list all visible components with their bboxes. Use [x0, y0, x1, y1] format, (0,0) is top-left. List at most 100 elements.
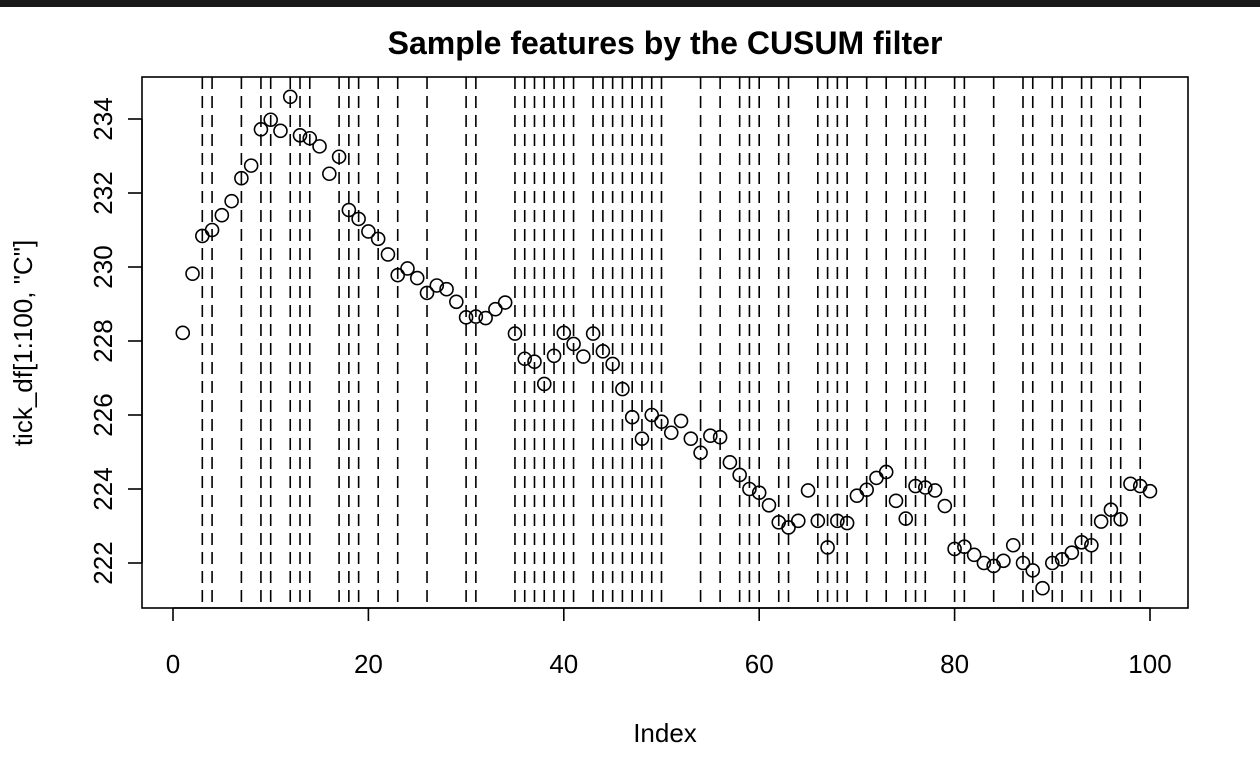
data-point: [888, 493, 904, 509]
y-tick-label: 226: [88, 393, 118, 436]
data-point: [673, 413, 689, 429]
data-point: [654, 414, 669, 429]
data-point: [732, 467, 747, 483]
y-axis: 222 224 226 228 230 232 234: [88, 97, 143, 585]
data-point: [644, 407, 660, 423]
data-point: [214, 207, 230, 223]
data-point: [615, 381, 630, 397]
data-point: [175, 325, 191, 341]
data-point: [1015, 555, 1031, 571]
data-point: [693, 445, 708, 461]
data-point: [1035, 580, 1050, 596]
data-point: [859, 482, 874, 498]
data-point: [1064, 545, 1080, 560]
data-point: [898, 511, 914, 526]
data-point: [517, 351, 533, 367]
data-point: [957, 539, 972, 555]
data-point: [478, 310, 493, 326]
data-point: [263, 112, 279, 128]
data-point: [742, 481, 757, 497]
data-point: [234, 170, 249, 186]
data-point: [507, 326, 523, 341]
x-axis: 0 20 40 60 80 100: [166, 607, 1172, 679]
data-point: [663, 425, 679, 441]
y-tick-label: 230: [88, 245, 118, 288]
data-point: [937, 498, 953, 514]
data-point: [1074, 534, 1089, 550]
cusum-event-lines: [201, 77, 1142, 608]
data-point: [1045, 555, 1060, 571]
data-point: [1054, 551, 1070, 567]
x-tick-label: 20: [354, 649, 383, 679]
data-point: [380, 247, 396, 262]
data-point: [703, 428, 718, 444]
data-point: [1025, 563, 1041, 578]
data-point: [312, 139, 327, 154]
x-tick-label: 60: [745, 649, 774, 679]
data-point: [917, 480, 933, 495]
data-point: [634, 431, 650, 446]
data-point: [605, 356, 620, 372]
data-point: [1084, 537, 1099, 553]
data-point: [488, 301, 503, 317]
data-point: [1123, 476, 1138, 492]
data-point: [536, 376, 552, 392]
data-point: [439, 281, 454, 297]
data-point: [429, 278, 445, 293]
top-bar: [0, 0, 1260, 7]
data-point: [566, 336, 581, 352]
data-point: [292, 127, 308, 143]
data-point: [351, 211, 366, 227]
data-point: [331, 149, 347, 165]
data-point: [302, 130, 318, 146]
x-tick-label: 0: [166, 649, 180, 679]
data-point: [556, 325, 572, 341]
y-tick-label: 234: [88, 97, 118, 140]
data-point: [839, 515, 855, 531]
data-point: [683, 431, 699, 446]
data-point: [449, 294, 464, 310]
plot-frame: [141, 76, 1189, 609]
data-point: [751, 485, 767, 501]
data-point: [869, 470, 884, 486]
data-point: [576, 349, 591, 364]
chart-title: Sample features by the CUSUM filter: [388, 25, 943, 61]
data-point: [458, 310, 474, 325]
data-point: [419, 285, 435, 301]
data-point: [947, 541, 962, 557]
data-point: [1113, 512, 1128, 527]
data-point: [185, 266, 200, 281]
data-point: [1103, 502, 1119, 518]
data-point: [1005, 537, 1021, 553]
data-point: [790, 513, 806, 529]
data-point: [322, 166, 337, 182]
data-point: [810, 513, 826, 529]
data-point: [243, 158, 259, 173]
data-point: [878, 464, 894, 480]
y-tick-label: 232: [88, 171, 118, 214]
data-points: [175, 89, 1158, 596]
data-point: [820, 540, 835, 555]
data-point: [624, 409, 640, 425]
data-point: [996, 553, 1011, 569]
data-point: [1142, 483, 1158, 499]
data-point: [468, 309, 484, 324]
data-point: [370, 231, 386, 247]
data-point: [224, 193, 239, 209]
data-point: [546, 348, 562, 364]
y-axis-label: tick_df[1:100, "C"]: [8, 240, 38, 446]
data-point: [497, 295, 513, 310]
y-tick-label: 222: [88, 541, 118, 584]
data-point: [341, 202, 357, 218]
x-tick-label: 40: [549, 649, 578, 679]
data-point: [585, 326, 601, 341]
data-point: [927, 483, 943, 498]
data-point: [1093, 514, 1109, 529]
data-point: [976, 555, 992, 571]
y-tick-label: 228: [88, 319, 118, 362]
data-point: [761, 497, 777, 513]
data-point: [908, 478, 923, 494]
data-point: [204, 222, 220, 238]
y-tick-label: 224: [88, 467, 118, 510]
data-point: [595, 344, 611, 359]
